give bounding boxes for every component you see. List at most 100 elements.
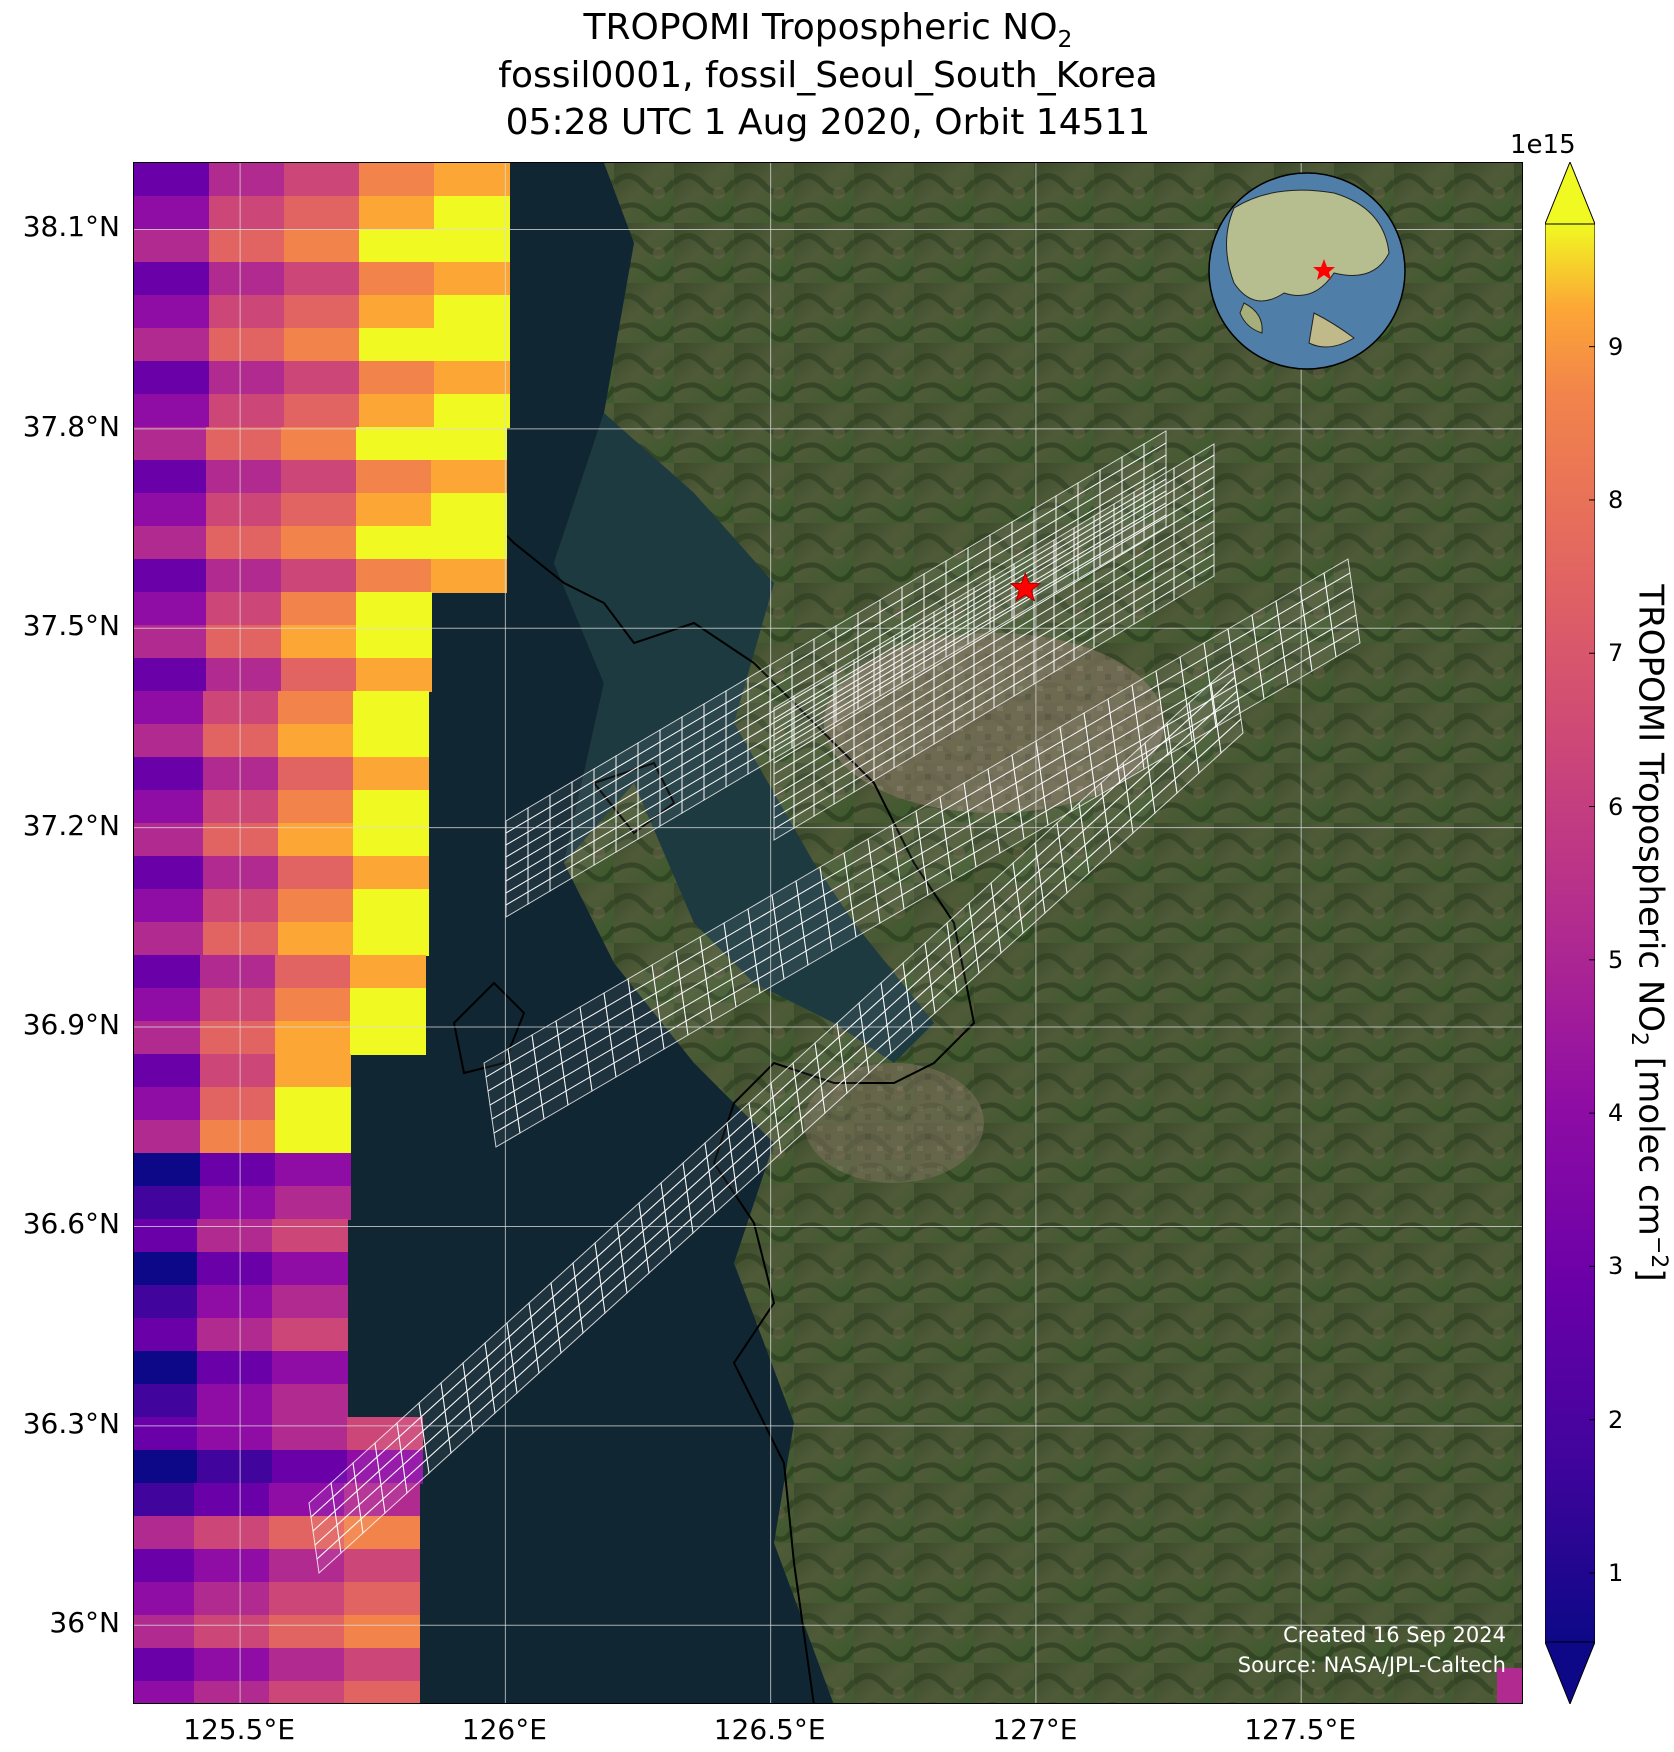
no2-pixel xyxy=(350,955,426,989)
bay-water xyxy=(554,413,934,1063)
no2-pixel xyxy=(284,328,360,362)
no2-pixel xyxy=(278,889,354,923)
no2-pixel xyxy=(275,1054,351,1088)
no2-pixel xyxy=(134,460,207,494)
no2-pixel xyxy=(200,1153,276,1187)
no2-pixel xyxy=(359,262,435,296)
no2-pixel xyxy=(344,1648,420,1682)
no2-pixel xyxy=(209,196,285,230)
no2-pixel xyxy=(281,526,357,560)
no2-pixel xyxy=(1497,1668,1522,1703)
no2-pixel xyxy=(281,427,357,461)
no2-pixel xyxy=(344,1582,420,1616)
no2-pixel xyxy=(272,1219,348,1253)
no2-pixel xyxy=(134,889,204,923)
no2-pixel xyxy=(275,1153,351,1187)
no2-pixel xyxy=(350,1021,426,1055)
no2-pixel xyxy=(200,1087,276,1121)
no2-pixel xyxy=(434,163,510,197)
no2-pixel xyxy=(359,196,435,230)
no2-pixel xyxy=(434,394,510,428)
no2-pixel xyxy=(134,658,207,692)
no2-pixel xyxy=(284,394,360,428)
no2-pixel xyxy=(134,1153,201,1187)
no2-pixel xyxy=(209,361,285,395)
no2-pixel xyxy=(203,889,279,923)
no2-pixel xyxy=(278,823,354,857)
no2-pixel xyxy=(356,625,432,659)
no2-pixel xyxy=(200,955,276,989)
no2-pixel xyxy=(281,625,357,659)
no2-pixel xyxy=(284,361,360,395)
colorbar-tick-label: 8 xyxy=(1608,485,1624,514)
latitude-tick-label: 37.8°N xyxy=(22,409,120,443)
title-text: TROPOMI Tropospheric NO xyxy=(583,7,1058,48)
no2-pixel xyxy=(275,988,351,1022)
no2-pixel xyxy=(209,229,285,263)
longitude-tick-label: 127.5°E xyxy=(1244,1713,1357,1746)
swath-cell xyxy=(1143,514,1167,541)
source-credit: Source: NASA/JPL-Caltech xyxy=(1237,1653,1506,1677)
no2-pixel xyxy=(134,1483,195,1517)
no2-pixel xyxy=(209,262,285,296)
longitude-tick-label: 126°E xyxy=(461,1713,547,1746)
no2-pixel xyxy=(134,1582,195,1616)
longitude-tick-label: 126.5°E xyxy=(713,1713,826,1746)
colorbar-tick-label: 9 xyxy=(1608,332,1624,361)
no2-pixel xyxy=(431,460,507,494)
colorbar-tick-label: 3 xyxy=(1608,1252,1624,1281)
colorbar-label-text: TROPOMI Tropospheric NO xyxy=(1630,584,1671,1033)
no2-pixel xyxy=(134,262,210,296)
no2-pixel xyxy=(134,361,210,395)
no2-pixel xyxy=(284,163,360,197)
no2-pixel xyxy=(134,625,207,659)
no2-pixel xyxy=(269,1648,345,1682)
no2-pixel xyxy=(200,1021,276,1055)
no2-pixel xyxy=(206,625,282,659)
no2-pixel xyxy=(134,229,210,263)
map-canvas[interactable] xyxy=(134,163,1523,1704)
title-line-2: fossil0001, fossil_Seoul_South_Korea xyxy=(498,55,1158,96)
no2-pixel xyxy=(356,658,432,692)
no2-pixel xyxy=(209,163,285,197)
no2-pixel xyxy=(434,262,510,296)
no2-pixel xyxy=(359,229,435,263)
no2-pixel xyxy=(194,1516,270,1550)
no2-pixel xyxy=(269,1615,345,1649)
no2-pixel xyxy=(356,592,432,626)
longitude-tick-label: 125.5°E xyxy=(183,1713,296,1746)
no2-pixel xyxy=(197,1318,273,1352)
no2-pixel xyxy=(209,328,285,362)
no2-pixel xyxy=(278,724,354,758)
no2-pixel xyxy=(134,757,204,791)
no2-pixel xyxy=(353,757,429,791)
no2-pixel xyxy=(281,592,357,626)
no2-pixel xyxy=(134,1615,195,1649)
no2-pixel xyxy=(284,295,360,329)
no2-pixel xyxy=(194,1615,270,1649)
no2-pixel xyxy=(206,427,282,461)
no2-pixel xyxy=(134,592,207,626)
target-star-marker[interactable] xyxy=(1009,572,1041,602)
no2-pixel xyxy=(275,955,351,989)
colorbar xyxy=(1545,162,1595,1704)
latitude-tick-label: 36°N xyxy=(49,1606,120,1640)
no2-pixel xyxy=(134,691,204,725)
latitude-tick-label: 36.9°N xyxy=(22,1008,120,1042)
no2-pixel xyxy=(281,460,357,494)
globe-target-star xyxy=(1313,259,1335,280)
no2-pixel xyxy=(269,1681,345,1703)
colorbar-tick-label: 5 xyxy=(1608,945,1624,974)
latitude-tick-label: 37.2°N xyxy=(22,808,120,842)
no2-pixel xyxy=(434,361,510,395)
no2-pixel xyxy=(278,691,354,725)
no2-pixel xyxy=(134,790,204,824)
title-subscript: 2 xyxy=(1057,25,1073,54)
no2-pixel xyxy=(272,1384,348,1418)
colorbar-extend-min xyxy=(1545,1641,1595,1704)
map-panel[interactable]: Created 16 Sep 2024 Source: NASA/JPL-Cal… xyxy=(133,162,1523,1704)
no2-pixel xyxy=(134,163,210,197)
no2-pixel xyxy=(272,1450,348,1484)
no2-pixel xyxy=(353,724,429,758)
no2-pixel xyxy=(203,757,279,791)
